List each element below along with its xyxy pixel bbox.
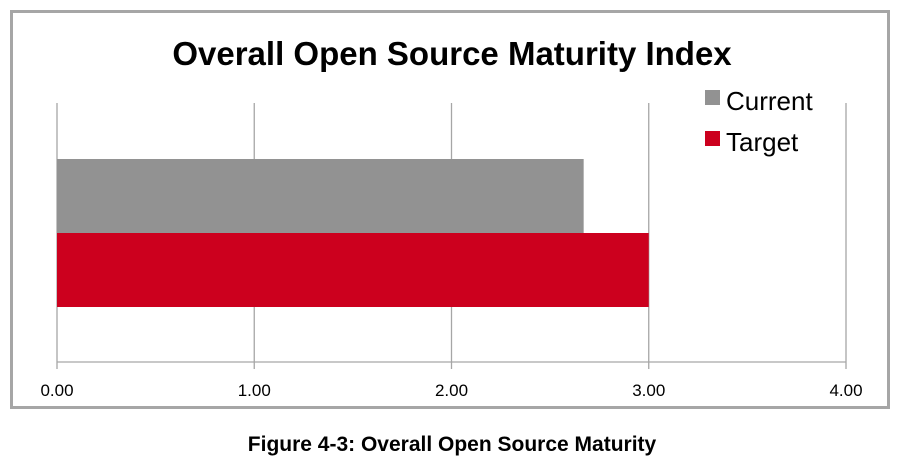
legend-swatch-target	[705, 131, 720, 146]
bar-target	[57, 233, 649, 307]
chart-title: Overall Open Source Maturity Index	[172, 35, 732, 72]
x-axis: 0.00 1.00 2.00 3.00 4.00	[40, 361, 863, 400]
bars	[57, 159, 649, 307]
x-tick-label: 1.00	[238, 381, 271, 400]
legend-label-current: Current	[726, 86, 813, 116]
legend-swatch-current	[705, 90, 720, 105]
x-tick-label: 2.00	[435, 381, 468, 400]
legend-label-target: Target	[726, 127, 799, 157]
legend: Current Target	[705, 86, 813, 157]
x-tick-label: 3.00	[632, 381, 665, 400]
figure-caption: Figure 4-3: Overall Open Source Maturity	[247, 433, 657, 456]
bar-current	[57, 159, 584, 233]
x-tick-label: 0.00	[40, 381, 73, 400]
x-tick-label: 4.00	[829, 381, 862, 400]
